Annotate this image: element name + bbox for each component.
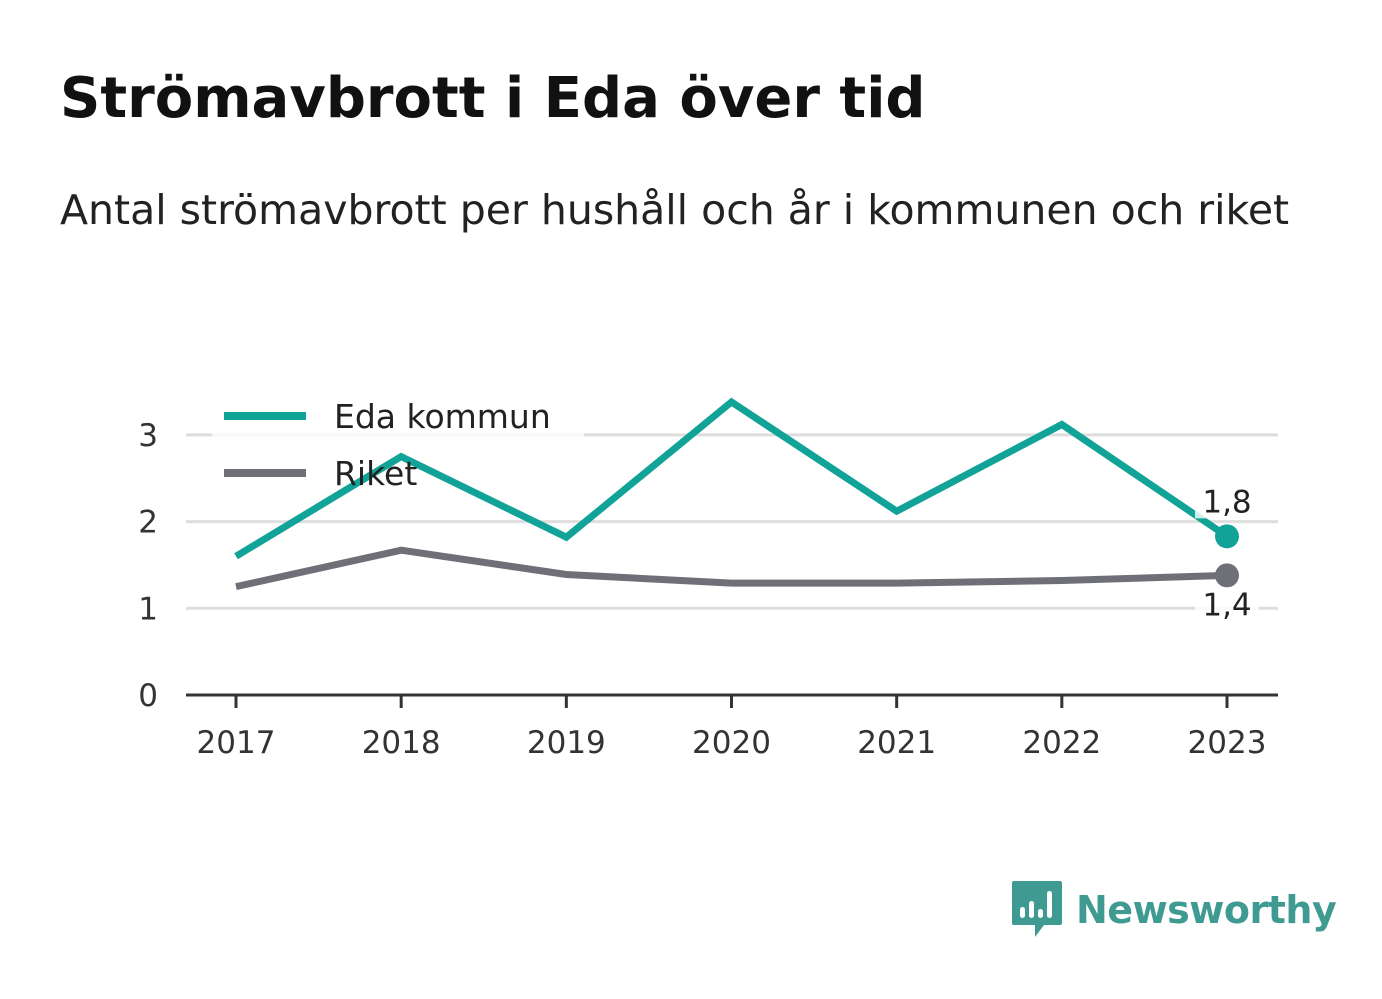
- newsworthy-bars-icon: [1012, 881, 1062, 937]
- x-tick-label-2022: 2022: [1022, 725, 1101, 761]
- end-marker-1: [1215, 563, 1239, 588]
- y-tick-label-2: 2: [138, 505, 158, 541]
- end-marker-0: [1215, 524, 1239, 549]
- chart-title: Strömavbrott i Eda över tid: [60, 66, 926, 131]
- end-label-bg-1: [1195, 587, 1259, 622]
- legend-label-1: Riket: [334, 454, 417, 493]
- line-chart: 0 1 2 3 Eda kommun Riket 2017 2018 2019 2020 202…: [138, 395, 1278, 761]
- end-label-0: 1,8: [1202, 484, 1251, 520]
- y-axis-ticks: 0 1 2 3: [138, 418, 158, 714]
- x-tick-label-2017: 2017: [197, 725, 276, 761]
- x-tick-label-2019: 2019: [527, 725, 606, 761]
- series-lines: [234, 397, 1229, 591]
- x-axis: 2017 2018 2019 2020 2021 2022 2023: [186, 693, 1278, 761]
- legend: Eda kommun Riket: [224, 397, 551, 493]
- y-tick-label-0: 0: [138, 678, 158, 714]
- y-tick-label-3: 3: [138, 418, 158, 454]
- end-label-1: 1,4: [1202, 587, 1251, 623]
- end-markers: 1,8 1,4: [1195, 484, 1259, 623]
- y-tick-label-1: 1: [138, 591, 158, 627]
- legend-label-0: Eda kommun: [334, 397, 551, 436]
- series-line-0: [234, 397, 1229, 560]
- series-line-1: [235, 546, 1228, 591]
- x-tick-label-2023: 2023: [1188, 725, 1267, 761]
- brand-name: Newsworthy: [1076, 888, 1337, 932]
- x-tick-label-2021: 2021: [857, 725, 936, 761]
- newsworthy-logo: Newsworthy: [1010, 878, 1337, 942]
- x-tick-label-2018: 2018: [362, 725, 441, 761]
- chart-subtitle: Antal strömavbrott per hushåll och år i …: [60, 186, 1290, 234]
- end-label-bg-0: [1195, 484, 1259, 519]
- x-tick-label-2020: 2020: [692, 725, 771, 761]
